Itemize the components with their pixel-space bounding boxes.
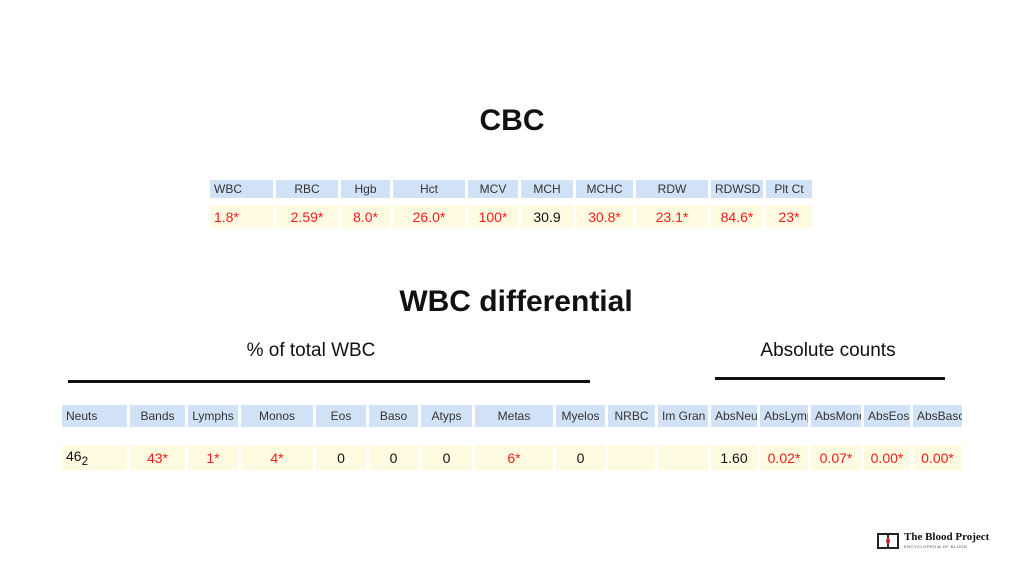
- logo-name: The Blood Project: [904, 531, 990, 543]
- value-cell: 0.02*: [760, 445, 808, 470]
- header-cell: Myelos: [556, 405, 605, 427]
- header-cell: MCV: [468, 180, 518, 198]
- header-cell: AbsMono: [811, 405, 861, 427]
- header-cell: AbsBaso: [913, 405, 962, 427]
- value-cell: 1*: [188, 445, 238, 470]
- percent-rule: [68, 380, 590, 383]
- header-cell: Lymphs: [188, 405, 238, 427]
- value-cell: 0: [316, 445, 366, 470]
- header-cell: MCHC: [576, 180, 633, 198]
- logo: The Blood Project ENCYCLOPEDIA OF BLOOD: [876, 530, 1016, 552]
- header-cell: Metas: [475, 405, 553, 427]
- absolute-label: Absolute counts: [760, 340, 896, 361]
- value-cell: 2.59*: [276, 205, 338, 228]
- header-cell: Hct: [393, 180, 465, 198]
- logo-tagline: ENCYCLOPEDIA OF BLOOD: [904, 544, 968, 549]
- value-cell: 6*: [475, 445, 553, 470]
- value-cell: 0: [369, 445, 418, 470]
- header-cell: Baso: [369, 405, 418, 427]
- absolute-rule: [715, 377, 945, 380]
- differential-table: Neuts Bands Lymphs Monos Eos Baso Atyps Metas My…: [59, 405, 965, 470]
- differential-title: WBC differential: [399, 285, 633, 318]
- value-cell: 0.00*: [864, 445, 910, 470]
- value-cell: [608, 445, 655, 470]
- header-cell: RDW: [636, 180, 708, 198]
- header-cell: Monos: [241, 405, 313, 427]
- value-cell: 26.0*: [393, 205, 465, 228]
- spacer-row: [62, 427, 962, 445]
- header-cell: RDWSD: [711, 180, 763, 198]
- header-cell: Bands: [130, 405, 185, 427]
- value-cell: 1.60: [711, 445, 757, 470]
- header-row: Neuts Bands Lymphs Monos Eos Baso Atyps Metas My…: [62, 405, 962, 427]
- value-cell: 23.1*: [636, 205, 708, 228]
- header-cell: AbsEos: [864, 405, 910, 427]
- value-cell: 1.8*: [210, 205, 273, 228]
- value-cell: 0.00*: [913, 445, 962, 470]
- header-cell: Atyps: [421, 405, 472, 427]
- logo-icon: [877, 533, 899, 549]
- value-cell: 8.0*: [341, 205, 390, 228]
- value-cell: [658, 445, 708, 470]
- value-cell: 43*: [130, 445, 185, 470]
- value-subscript: 2: [81, 454, 89, 468]
- header-cell: Hgb: [341, 180, 390, 198]
- header-cell: AbsNeut: [711, 405, 757, 427]
- header-cell: AbsLymp: [760, 405, 808, 427]
- header-cell: Eos: [316, 405, 366, 427]
- value-text: 46: [66, 447, 82, 464]
- value-cell: 30.9: [521, 205, 573, 228]
- header-cell: Im Gran: [658, 405, 708, 427]
- value-cell: 0: [421, 445, 472, 470]
- header-row: WBC RBC Hgb Hct MCV MCH MCHC RDW RDWSD Plt Ct: [210, 180, 812, 198]
- value-cell: 84.6*: [711, 205, 763, 228]
- header-cell: Neuts: [62, 405, 127, 427]
- value-cell: 23*: [766, 205, 812, 228]
- value-cell: 0: [556, 445, 605, 470]
- header-cell: WBC: [210, 180, 273, 198]
- value-row: 462 43* 1* 4* 0 0 0 6* 0 1.60 0.02* 0.07* 0.00* 0.00*: [62, 445, 962, 470]
- cbc-title: CBC: [479, 104, 545, 137]
- cbc-table: WBC RBC Hgb Hct MCV MCH MCHC RDW RDWSD Plt Ct 1.8*…: [207, 180, 815, 228]
- header-cell: MCH: [521, 180, 573, 198]
- value-cell: 100*: [468, 205, 518, 228]
- spacer-row: [210, 198, 812, 205]
- percent-label: % of total WBC: [246, 340, 376, 361]
- header-cell: Plt Ct: [766, 180, 812, 198]
- value-cell: 0.07*: [811, 445, 861, 470]
- value-cell: 462: [62, 445, 127, 470]
- value-cell: 4*: [241, 445, 313, 470]
- header-cell: RBC: [276, 180, 338, 198]
- value-row: 1.8* 2.59* 8.0* 26.0* 100* 30.9 30.8* 23.1* 84.6…: [210, 205, 812, 228]
- header-cell: NRBC: [608, 405, 655, 427]
- value-cell: 30.8*: [576, 205, 633, 228]
